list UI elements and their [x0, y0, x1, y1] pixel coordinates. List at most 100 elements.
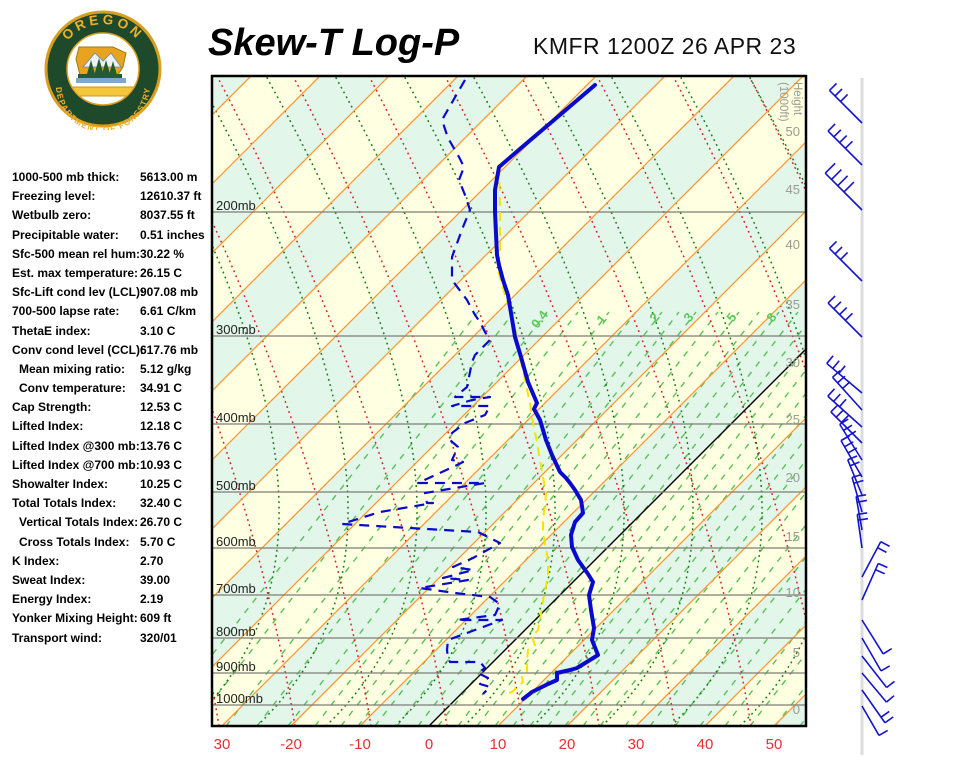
- wind-barb-feather: [884, 716, 894, 724]
- height-axis-units: (1000ft): [777, 82, 789, 122]
- index-label: Mean mixing ratio:: [19, 361, 126, 376]
- wind-barb-feather: [830, 404, 839, 413]
- isotherm-line: [212, 76, 390, 254]
- moist-adiabats: [59, 76, 960, 726]
- pressure-label: 700mb: [216, 581, 256, 596]
- temperature-axis-label: 30: [214, 736, 231, 753]
- wind-barb-feather: [827, 295, 836, 304]
- mixing-ratio-line: [547, 392, 806, 726]
- mixing-ratio-line: [476, 311, 799, 726]
- wind-barb: [827, 388, 863, 428]
- logo-tree-icon: [94, 58, 104, 76]
- pressure-label: 600mb: [216, 534, 256, 549]
- index-row: Vertical Totals Index: 26.70 C: [12, 513, 212, 532]
- mixing-ratio-line: [212, 311, 479, 657]
- wind-barb-feather: [877, 546, 887, 554]
- height-axis-title: Height: [791, 82, 803, 116]
- index-row: Total Totals Index: 32.40 C: [12, 494, 212, 513]
- moist-adiabat: [887, 76, 960, 726]
- wind-barb-feather: [838, 398, 847, 408]
- isotherm-line: [290, 210, 806, 726]
- wind-barb-feather: [851, 473, 862, 479]
- wind-barb-feather: [849, 461, 860, 467]
- wind-barb-staff: [828, 247, 863, 282]
- temperature-axis-label: -20: [280, 736, 302, 753]
- index-row: Cap Strength: 12.53 C: [12, 398, 212, 417]
- isotherm-line: [212, 76, 804, 668]
- wind-barb: [861, 540, 890, 578]
- index-value: 0.51 inches: [140, 227, 205, 242]
- wind-barb: [828, 82, 863, 124]
- index-label: Sweat Index:: [12, 572, 86, 587]
- index-label: Freezing level:: [12, 189, 96, 204]
- wind-barb: [830, 404, 863, 444]
- pressure-label: 1000mb: [216, 691, 263, 706]
- dry-adiabat: [216, 76, 448, 726]
- mixing-ratio-line: [396, 311, 719, 726]
- wind-barb-feather: [839, 93, 849, 103]
- index-label: Cap Strength:: [12, 400, 92, 415]
- wind-barb-feather: [880, 665, 891, 672]
- wind-barb-feather: [856, 499, 868, 503]
- dry-adiabat: [901, 76, 960, 726]
- wind-barb-feather: [839, 418, 849, 426]
- wind-barb-staff: [861, 637, 882, 672]
- index-row: Lifted Index @300 mb: 13.76 C: [12, 437, 212, 456]
- index-row: Lifted Index: 12.18 C: [12, 417, 212, 436]
- mixing-ratio-line: [457, 311, 780, 726]
- wind-barb: [861, 619, 893, 655]
- mixing-ratio-line: [624, 491, 806, 726]
- index-value: 34.91 C: [140, 381, 183, 396]
- dry-adiabat: [748, 76, 806, 193]
- wind-barb-feather: [837, 375, 846, 384]
- wind-barb: [861, 562, 888, 601]
- isotherm-line: [212, 76, 666, 530]
- index-label: Conv temperature:: [19, 381, 126, 396]
- index-label: Est. max temperature:: [12, 265, 139, 280]
- wind-barb-feather: [832, 360, 840, 369]
- index-row: Sweat Index: 39.00: [12, 571, 212, 590]
- wind-barb: [861, 705, 889, 737]
- dry-adiabat: [672, 76, 806, 373]
- index-label: Total Totals Index:: [12, 496, 117, 511]
- moist-adiabat: [59, 76, 210, 726]
- logo-water: [76, 78, 126, 83]
- dry-adiabat: [368, 76, 600, 726]
- index-value: 32.40 C: [140, 496, 183, 511]
- mixing-ratio-line: [582, 437, 806, 726]
- wind-barb: [861, 672, 895, 703]
- moist-adiabat: [679, 76, 806, 726]
- wind-barb-feather: [834, 88, 843, 97]
- index-label: ThetaE index:: [12, 323, 91, 338]
- index-value: 3.10 C: [140, 323, 176, 338]
- wind-barb: [824, 162, 863, 211]
- index-label: Lifted Index:: [12, 419, 84, 434]
- temperature-axis-label: 30: [628, 736, 645, 753]
- logo-tree-icon: [102, 60, 110, 74]
- wind-barbs: [824, 82, 895, 737]
- index-row: Sfc-500 mean rel hum: 30.22 %: [12, 245, 212, 264]
- index-row: 1000-500 mb thick: 5613.00 m: [12, 168, 212, 187]
- wind-barb-feather: [830, 169, 842, 181]
- index-value: 320/01: [140, 630, 177, 645]
- wind-barb: [861, 655, 895, 689]
- temperature-axis-label: 10: [490, 736, 507, 753]
- index-row: Mean mixing ratio: 5.12 g/kg: [12, 360, 212, 379]
- mixing-ratio-line: [287, 311, 610, 726]
- wetbulb-trace: [497, 166, 549, 695]
- height-tick-label: 10: [786, 585, 800, 600]
- temperature-axis-label: 20: [559, 736, 576, 753]
- station-datetime-label: KMFR 1200Z 26 APR 23: [533, 33, 797, 59]
- wind-barb-feather: [885, 695, 895, 703]
- dry-adiabat: [212, 682, 220, 726]
- wind-barb: [851, 473, 864, 513]
- wind-barb-staff: [861, 672, 888, 703]
- wind-barb: [827, 295, 863, 338]
- wind-barb-feather: [857, 517, 869, 521]
- wind-barb-feather: [838, 365, 846, 374]
- mixing-ratio-line: [225, 311, 548, 726]
- mixing-ratio-line: [340, 311, 663, 726]
- index-row: Cross Totals Index: 5.70 C: [12, 533, 212, 552]
- index-row: Precipitable water: 0.51 inches: [12, 226, 212, 245]
- dry-adiabats: [212, 76, 960, 726]
